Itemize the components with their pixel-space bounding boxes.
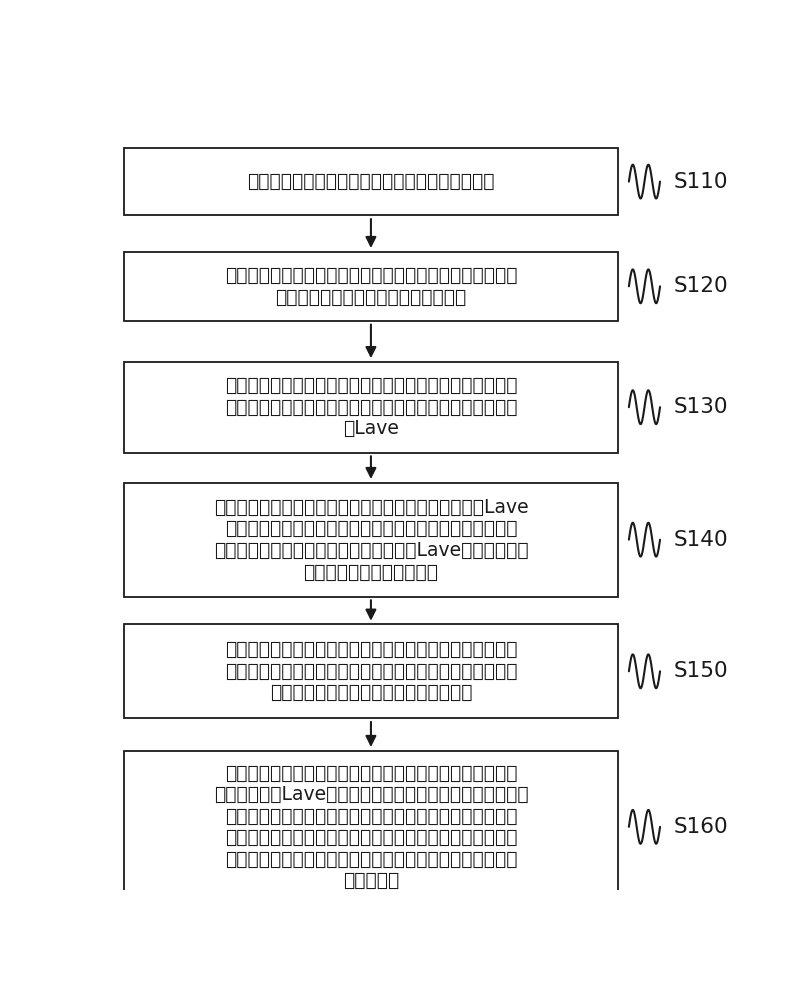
Text: 标模型的重要性的当前重要性计算模型: 标模型的重要性的当前重要性计算模型 [275,288,466,307]
Bar [124,252,617,321]
Text: 服务器发送的数据进行筛选: 服务器发送的数据进行筛选 [303,562,438,581]
Bar [124,751,617,903]
Text: 以广播方式发送给各边缘设备，以使得各边缘设备依据所述: 以广播方式发送给各边缘设备，以使得各边缘设备依据所述 [224,519,516,538]
Text: S160: S160 [673,817,728,837]
Text: 值Lave: 值Lave [343,419,398,438]
Text: 当前训练集，并继续根据各边缘设备的接入机会参数值选择: 当前训练集，并继续根据各边缘设备的接入机会参数值选择 [224,807,516,826]
Text: S110: S110 [673,172,728,192]
Text: S120: S120 [673,276,728,296]
Text: 后，通过当前训练集对目标模型进行训练，得到参数更新后: 后，通过当前训练集对目标模型进行训练，得到参数更新后 [224,850,516,869]
Text: S140: S140 [673,530,728,550]
Text: 当前重要性计算模型和对应的重要性均值Lave对向边缘计算: 当前重要性计算模型和对应的重要性均值Lave对向边缘计算 [214,541,528,560]
Bar [124,362,617,453]
Text: 的目标模型: 的目标模型 [342,871,398,890]
Text: 基于所述当前目标模型的结构，获得评估数据样本对当前目: 基于所述当前目标模型的结构，获得评估数据样本对当前目 [224,266,516,285]
Text: 的重要性均值Lave进行筛选后发送的数据，将所述数据加入: 的重要性均值Lave进行筛选后发送的数据，将所述数据加入 [214,785,528,804]
Text: 参数值计算各边缘设备的接入概率，选择接入概率最大的边: 参数值计算各边缘设备的接入概率，选择接入概率最大的边 [224,662,516,681]
Bar [124,148,617,215]
Text: 通过所述当前重要性计算模型对测试集中的每一数据样本计: 通过所述当前重要性计算模型对测试集中的每一数据样本计 [224,376,516,395]
Text: S130: S130 [673,397,728,417]
Text: S150: S150 [673,661,728,681]
Bar [124,483,617,597]
Text: 将所述当前重要性计算模型的参数和对应的重要性均值Lave: 将所述当前重要性计算模型的参数和对应的重要性均值Lave [214,498,528,517]
Text: 缘设备，向该边缘设备发送传输触发命令: 缘设备，向该边缘设备发送传输触发命令 [269,683,471,702]
Text: 根据当前训练集训练目标模型，得到当前目标模型: 根据当前训练集训练目标模型，得到当前目标模型 [247,172,494,191]
Bar [124,624,617,718]
Text: 接收各边缘设备发送的接入机会参数值，依据所述接入机会: 接收各边缘设备发送的接入机会参数值，依据所述接入机会 [224,640,516,659]
Text: 接收被选择的边缘设备依据所述当前重要性计算模型和对应: 接收被选择的边缘设备依据所述当前重要性计算模型和对应 [224,763,516,782]
Text: 算对应的重要性评估值，并计算测试集数据样本的重要性均: 算对应的重要性评估值，并计算测试集数据样本的重要性均 [224,398,516,417]
Text: 传输数据的边缘设备；当接收到的所述数据达到预设的数目: 传输数据的边缘设备；当接收到的所述数据达到预设的数目 [224,828,516,847]
